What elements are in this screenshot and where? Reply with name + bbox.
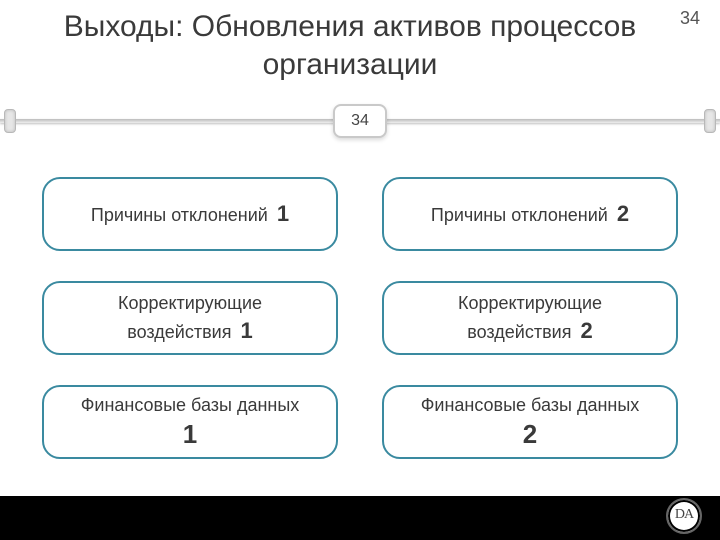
box-number: 2 bbox=[617, 201, 629, 226]
box-label: Причины отклонений bbox=[91, 205, 268, 225]
box-label-line2: воздействия bbox=[127, 322, 231, 342]
title-area: Выходы: Обновления активов процессов орг… bbox=[0, 0, 720, 95]
box-label: Финансовые базы данных bbox=[421, 394, 640, 417]
box-number: 1 bbox=[183, 418, 197, 451]
box-label-line1: Корректирующие bbox=[458, 292, 602, 315]
box-number: 2 bbox=[580, 318, 592, 343]
page-number-badge: 34 bbox=[680, 8, 700, 29]
box-databases-2: Финансовые базы данных 2 bbox=[382, 385, 678, 459]
box-number: 1 bbox=[240, 318, 252, 343]
box-number: 2 bbox=[523, 418, 537, 451]
box-label-line2: воздействия bbox=[467, 322, 571, 342]
logo-text: DA bbox=[675, 507, 693, 523]
box-number: 1 bbox=[277, 201, 289, 226]
content-grid: Причины отклонений 1 Причины отклонений … bbox=[0, 143, 720, 459]
box-reasons-2: Причины отклонений 2 bbox=[382, 177, 678, 251]
box-reasons-1: Причины отклонений 1 bbox=[42, 177, 338, 251]
box-label-line1: Корректирующие bbox=[118, 292, 262, 315]
footer-bar bbox=[0, 496, 720, 540]
box-databases-1: Финансовые базы данных 1 bbox=[42, 385, 338, 459]
box-label: Финансовые базы данных bbox=[81, 394, 300, 417]
center-badge: 34 bbox=[333, 104, 387, 138]
box-corrective-1: Корректирующие воздействия 1 bbox=[42, 281, 338, 355]
divider: 34 bbox=[0, 99, 720, 143]
box-label: Причины отклонений bbox=[431, 205, 608, 225]
logo-badge: DA bbox=[666, 498, 702, 534]
slide-title: Выходы: Обновления активов процессов орг… bbox=[40, 8, 660, 83]
box-corrective-2: Корректирующие воздействия 2 bbox=[382, 281, 678, 355]
